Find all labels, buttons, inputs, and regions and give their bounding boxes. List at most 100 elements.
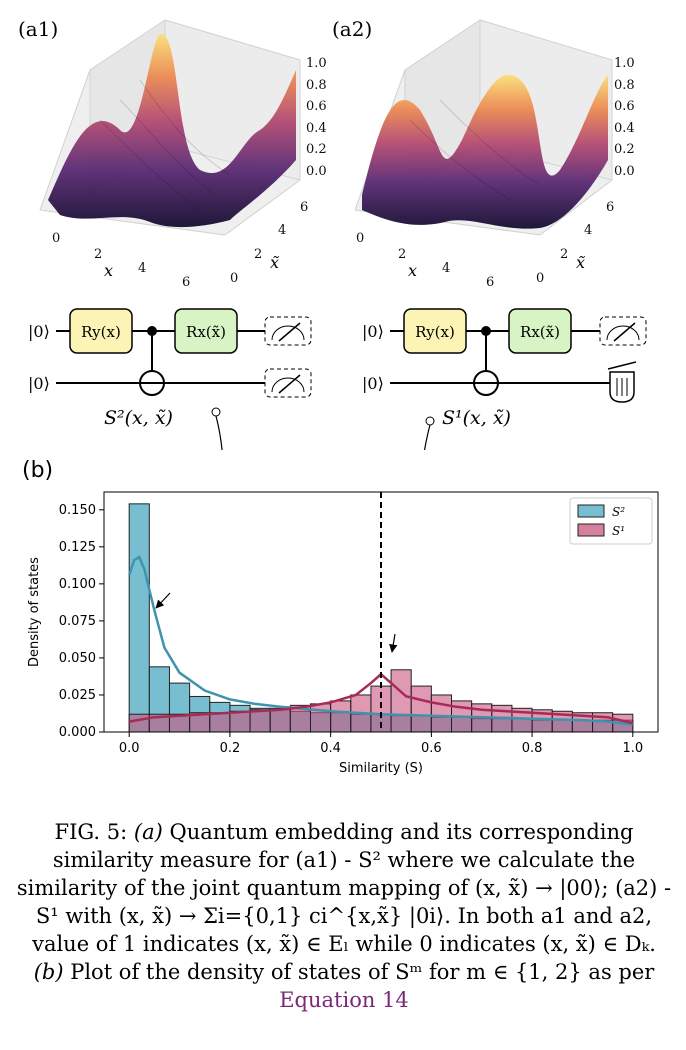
panel-label-b: (b): [22, 458, 54, 483]
bar-s1: [410, 685, 432, 733]
circuit-a2: |0⟩ |0⟩ Ry(x) Rx(x̃) S¹(x, x̃): [362, 308, 647, 429]
y-tick: 2: [560, 247, 568, 262]
arrow-s2-head: [155, 592, 171, 609]
legend-swatch: [577, 523, 605, 537]
z-tick: 1.0: [614, 56, 635, 71]
y-axis-ticks: 0.000 0.025 0.050 0.075 0.100 0.125 0.150: [59, 503, 104, 740]
z-tick: 0.2: [614, 142, 635, 157]
z-tick: 0.6: [306, 99, 327, 114]
equation-ref-link[interactable]: Equation 14: [279, 988, 409, 1012]
x-ticks-a2: 0 2 4 6: [356, 231, 494, 290]
gate-rx: [174, 308, 238, 354]
series-s2-kde: [128, 555, 633, 726]
y-axis-label-a2: x̃: [576, 253, 585, 272]
x-tick-label: 0.8: [522, 741, 543, 756]
arrow-s1-head: [389, 633, 398, 653]
ket-bottom: |0⟩: [362, 374, 384, 393]
arrow-s2: [215, 415, 223, 450]
panel-label-a2: (a2): [332, 17, 372, 41]
y-axis-label: Density of states: [27, 557, 42, 667]
y-tick-label: 0.075: [59, 614, 96, 629]
surface-plot-a1: [39, 19, 301, 236]
bar-s1: [430, 694, 453, 733]
y-ticks-a1: 0 2 4 6: [230, 200, 308, 286]
y-tick-label: 0.150: [59, 503, 96, 518]
x-tick: 6: [486, 275, 494, 290]
z-tick: 0.0: [306, 164, 327, 179]
caption-text-1: Quantum embedding and its corresponding …: [16, 820, 672, 956]
y-tick: 0: [230, 271, 238, 286]
y-tick: 4: [584, 223, 592, 238]
ket-top: |0⟩: [28, 322, 50, 341]
x-tick: 2: [398, 247, 406, 262]
z-tick: 1.0: [306, 56, 327, 71]
x-axis-label-a2: x: [408, 261, 417, 280]
ket-bottom: |0⟩: [28, 374, 50, 393]
bar-s1: [128, 713, 150, 733]
z-tick: 0.4: [306, 121, 327, 136]
circuit-label-a1: S²(x, x̃): [104, 407, 173, 429]
x-tick-label: 0.0: [119, 741, 140, 756]
bar-s1: [309, 703, 332, 733]
gate-rx: [508, 308, 572, 354]
x-ticks-a1: 0 2 4 6: [52, 231, 190, 290]
bar-s1: [209, 712, 231, 733]
x-axis-ticks: 0.0 0.2 0.4 0.6 0.8 1.0: [119, 732, 643, 756]
caption-a: (a): [133, 820, 163, 844]
bar-s1: [229, 710, 251, 733]
bar-s1: [330, 700, 352, 733]
gate-ry: [403, 308, 467, 354]
svg-text:Ry(x): Ry(x): [81, 323, 121, 341]
figure-caption: FIG. 5: (a) Quantum embedding and its co…: [14, 818, 674, 1014]
density-chart: 0.0 0.2 0.4 0.6 0.8 1.0 0.0000.0250.0500.0750…: [27, 491, 659, 776]
z-ticks-a1: 1.0 0.8 0.6 0.4 0.2 0.0: [306, 56, 327, 179]
x-tick: 2: [94, 247, 102, 262]
z-tick: 0.6: [614, 99, 635, 114]
x-tick: 0: [356, 231, 364, 246]
x-tick: 0: [52, 231, 60, 246]
arrow-s1: [423, 424, 431, 450]
x-tick: 6: [182, 275, 190, 290]
y-tick-label: 0.025: [59, 688, 96, 703]
circuit-a1: |0⟩ |0⟩ Ry(x) Rx(x̃) S²(x, x̃): [28, 308, 312, 429]
bar-s1: [249, 709, 271, 733]
caption-fig: FIG. 5:: [54, 820, 128, 844]
x-tick-label: 0.6: [421, 741, 442, 756]
z-tick: 0.4: [614, 121, 635, 136]
x-tick-label: 0.2: [220, 741, 241, 756]
y-tick-label: 0.000: [59, 725, 96, 740]
svg-text:Rx(x̃): Rx(x̃): [186, 323, 226, 341]
caption-text-2: Plot of the density of states of Sᵐ for …: [63, 960, 655, 984]
legend-label: S¹: [612, 524, 625, 538]
z-tick: 0.2: [306, 142, 327, 157]
panel-label-a1: (a1): [18, 17, 58, 41]
z-tick: 0.0: [614, 164, 635, 179]
surface-plot-a2: [354, 19, 613, 236]
svg-text:Rx(x̃): Rx(x̃): [520, 323, 560, 341]
x-tick-label: 1.0: [622, 741, 643, 756]
y-tick-label: 0.125: [59, 540, 96, 555]
y-tick-label: 0.100: [59, 577, 96, 592]
svg-text:Ry(x): Ry(x): [415, 323, 455, 341]
bar-s1: [390, 669, 412, 733]
x-tick: 4: [138, 261, 146, 276]
x-tick-label: 0.4: [320, 741, 341, 756]
caption-b: (b): [33, 960, 64, 984]
z-tick: 0.8: [306, 78, 327, 93]
legend: S² S¹: [569, 497, 653, 545]
x-axis-label: Similarity (S): [339, 761, 423, 776]
top-figure: (a1) 1.0 0.8 0.6 0.4 0.2 0.0 0 2 4 6 x 0…: [18, 17, 647, 450]
bar-s2: [128, 503, 150, 733]
y-ticks-a2: 0 2 4 6: [536, 200, 614, 286]
y-tick: 6: [606, 200, 614, 215]
y-tick-label: 0.050: [59, 651, 96, 666]
y-tick: 4: [278, 223, 286, 238]
z-tick: 0.8: [614, 78, 635, 93]
z-ticks-a2: 1.0 0.8 0.6 0.4 0.2 0.0: [614, 56, 635, 179]
x-axis-label-a1: x: [104, 261, 113, 280]
legend-swatch: [577, 504, 605, 518]
ket-top: |0⟩: [362, 322, 384, 341]
gate-ry: [69, 308, 133, 354]
measure-top: [264, 316, 312, 346]
bar-s1: [269, 707, 291, 733]
